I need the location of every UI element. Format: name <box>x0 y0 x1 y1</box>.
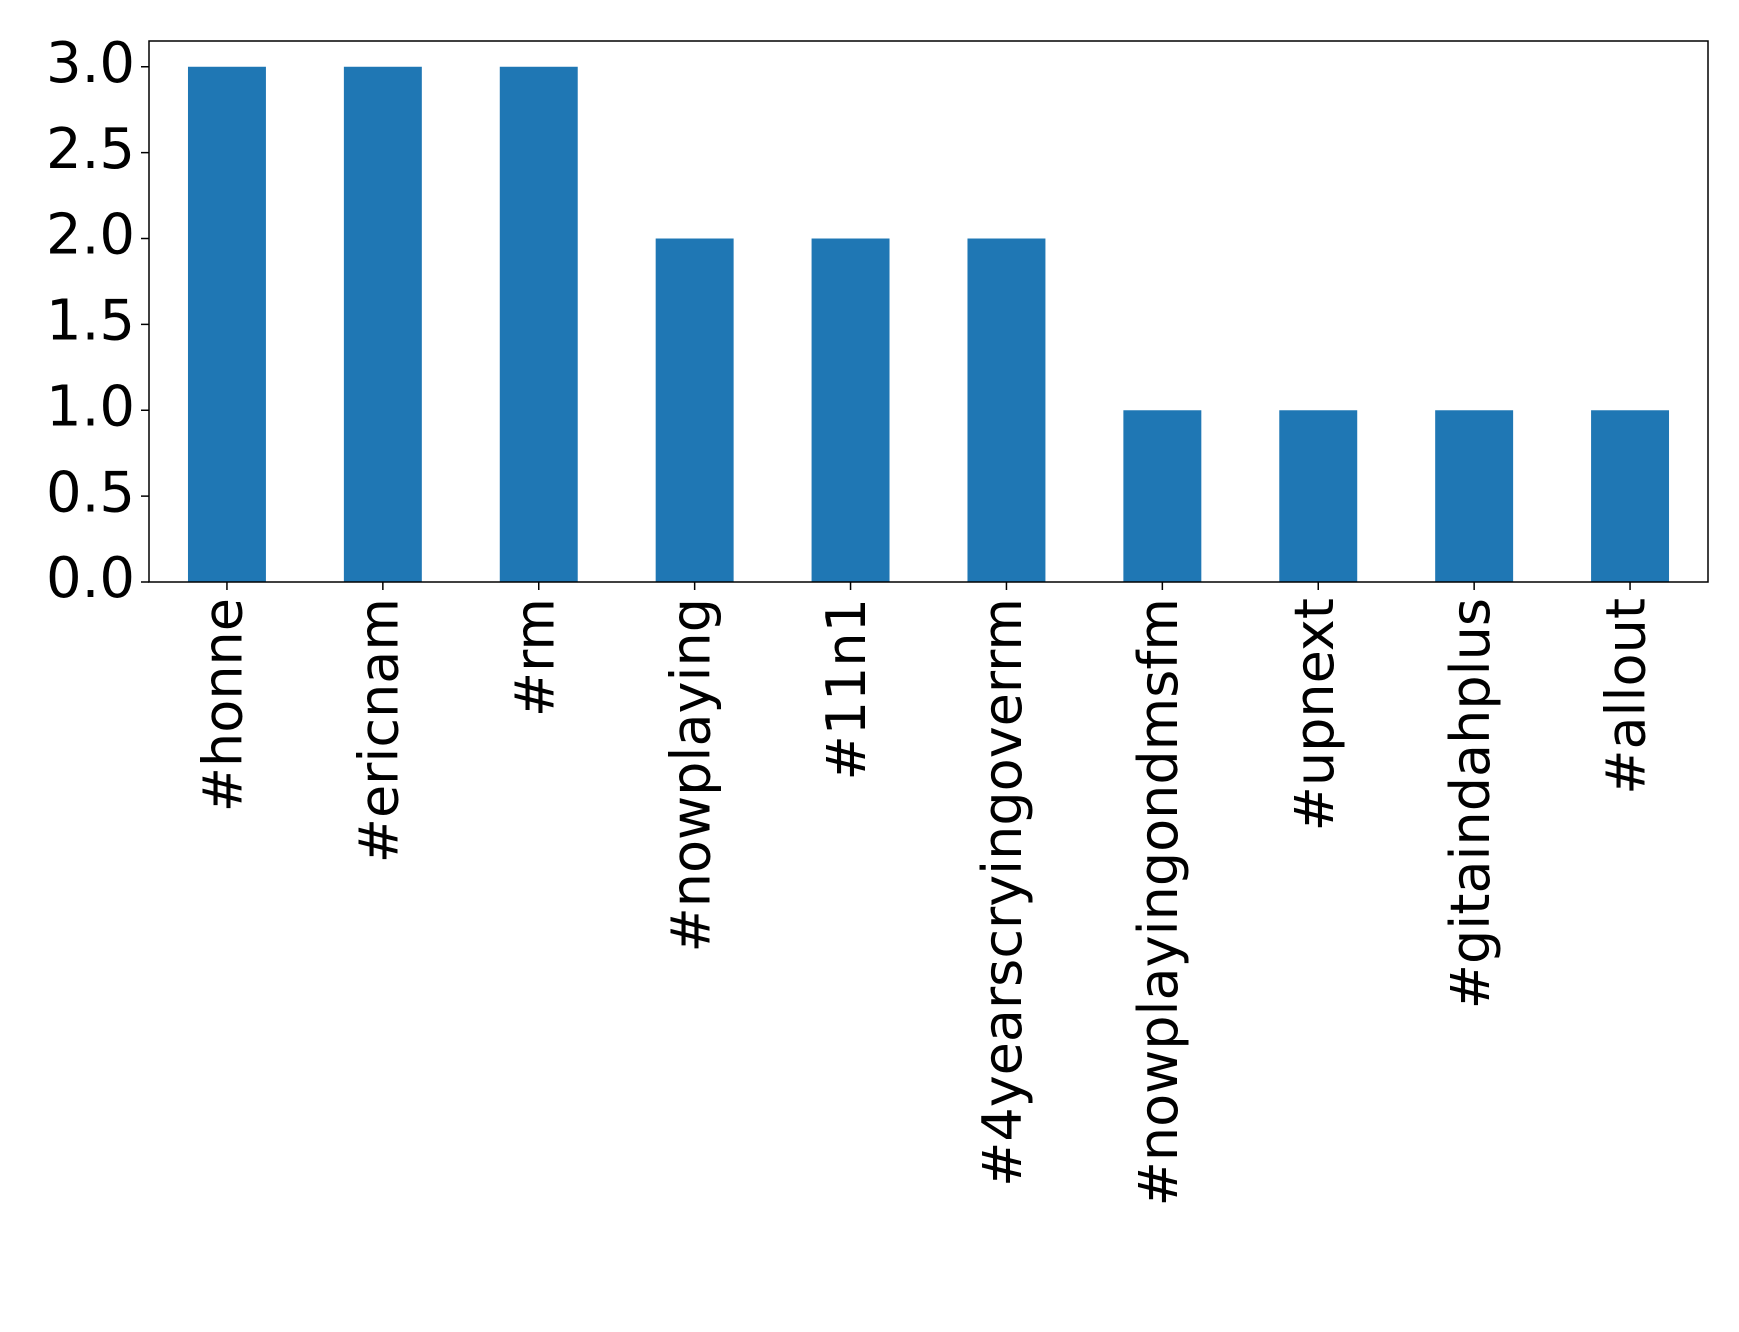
y-tick-label: 0.5 <box>46 460 135 525</box>
bar <box>1591 410 1670 582</box>
x-tick-label: #honne <box>192 598 255 812</box>
x-tick-label: #ericnam <box>347 598 410 863</box>
bar <box>967 238 1046 582</box>
x-tick-label: #11n1 <box>815 598 878 781</box>
bar <box>811 238 890 582</box>
x-tick-label: #nowplaying <box>659 598 722 953</box>
bar <box>499 66 578 582</box>
bar <box>187 66 266 582</box>
bar <box>1435 410 1514 582</box>
bar <box>1279 410 1358 582</box>
y-tick-label: 1.5 <box>46 289 135 354</box>
y-tick-label: 0.0 <box>46 546 135 611</box>
x-tick-label: #nowplayingondmsfm <box>1127 598 1190 1206</box>
bar <box>655 238 734 582</box>
y-tick-label: 2.0 <box>46 203 135 268</box>
x-tick-label: #4yearscryingoverrm <box>971 598 1034 1187</box>
x-tick-label: #upnext <box>1283 598 1346 831</box>
x-tick-label: #rm <box>503 598 566 717</box>
bar <box>1123 410 1202 582</box>
x-tick-label: #gitaindahplus <box>1439 598 1502 1009</box>
bar <box>343 66 422 582</box>
y-tick-label: 1.0 <box>46 374 135 439</box>
x-tick-label: #allout <box>1595 598 1658 795</box>
y-tick-label: 2.5 <box>46 117 135 182</box>
plot-frame <box>148 40 1709 583</box>
y-tick-label: 3.0 <box>46 31 135 96</box>
